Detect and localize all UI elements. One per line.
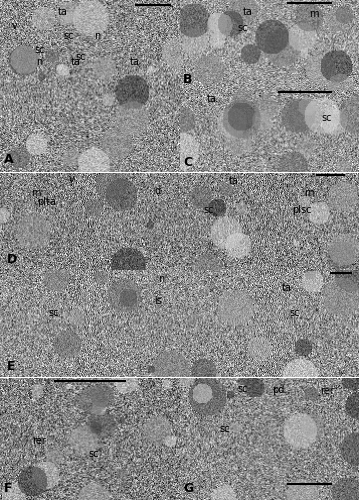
Text: C: C	[183, 156, 192, 169]
Text: A: A	[4, 152, 13, 166]
Text: sc: sc	[63, 31, 74, 41]
Text: ta: ta	[58, 7, 68, 17]
Text: sc: sc	[48, 308, 59, 318]
Text: d: d	[155, 186, 161, 196]
Text: G: G	[183, 482, 194, 495]
Text: m: m	[31, 188, 41, 198]
Text: sc: sc	[75, 52, 86, 62]
Text: plsc: plsc	[292, 204, 311, 214]
Text: E: E	[7, 360, 16, 373]
Text: v: v	[69, 174, 75, 184]
Text: sc: sc	[34, 45, 45, 55]
Text: ta: ta	[243, 7, 253, 17]
Text: sc: sc	[289, 308, 300, 318]
Text: ta: ta	[207, 94, 217, 104]
Text: pd: pd	[272, 385, 284, 395]
Text: sc: sc	[219, 424, 230, 434]
Text: rer: rer	[320, 386, 334, 396]
Text: F: F	[4, 482, 12, 495]
Text: sc: sc	[321, 113, 332, 123]
Text: n: n	[36, 57, 43, 67]
Text: n: n	[158, 274, 165, 284]
Text: ta: ta	[282, 283, 292, 293]
Text: sc: sc	[237, 24, 248, 34]
Text: is: is	[154, 296, 162, 306]
Text: sc: sc	[203, 204, 214, 214]
Text: m: m	[304, 188, 313, 198]
Text: n: n	[94, 31, 100, 41]
Text: v: v	[11, 20, 17, 30]
Text: sc: sc	[237, 384, 248, 394]
Text: D: D	[7, 253, 18, 266]
Text: ta: ta	[70, 57, 80, 67]
Text: plta: plta	[37, 197, 56, 207]
Text: ta: ta	[130, 57, 140, 67]
Text: B: B	[183, 74, 192, 86]
Text: ta: ta	[228, 176, 238, 186]
Text: sc: sc	[88, 448, 99, 458]
Text: m: m	[309, 9, 319, 19]
Text: rer: rer	[33, 436, 46, 446]
